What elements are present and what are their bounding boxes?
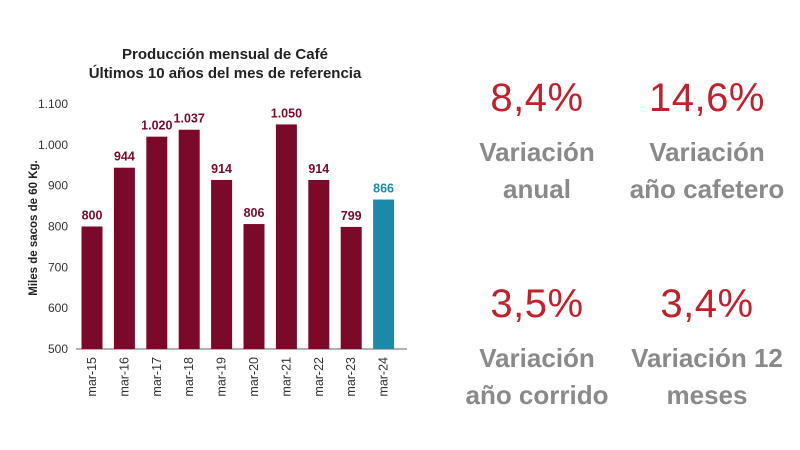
kpi-label: Variación 12 meses xyxy=(607,340,800,414)
y-axis-label: Miles de sacos de 60 Kg. xyxy=(28,160,40,296)
y-tick-label: 900 xyxy=(48,179,68,193)
bar-mar-19 xyxy=(211,179,233,349)
y-tick-label: 600 xyxy=(48,301,68,315)
kpi-label-line: año corrido xyxy=(465,380,609,410)
x-tick-label-mar-22: mar-22 xyxy=(312,357,326,397)
bar-mar-15 xyxy=(81,226,103,349)
bar-mar-18 xyxy=(178,129,200,349)
kpi-label-line: Variación xyxy=(479,343,595,373)
chart-title-line-1: Producción mensual de Café xyxy=(122,46,328,63)
bar-mar-16 xyxy=(113,167,135,349)
y-tick-label: 500 xyxy=(48,342,68,356)
kpi-label-line: Variación xyxy=(479,137,595,167)
kpi-value: 8,4% xyxy=(490,76,584,120)
y-tick-label: 800 xyxy=(48,220,68,234)
bar-mar-21 xyxy=(275,124,297,350)
kpi-label-line: Variación 12 xyxy=(631,343,783,373)
x-tick-label-mar-23: mar-23 xyxy=(344,357,358,397)
kpi-label: Variación año cafetero xyxy=(607,134,800,208)
y-tick-label: 1.100 xyxy=(38,97,68,111)
value-label-mar-19: 914 xyxy=(211,162,232,176)
bar-mar-23 xyxy=(340,226,362,349)
x-tick-label-mar-16: mar-16 xyxy=(117,357,131,397)
chart-title-line-2: Últimos 10 años del mes de referencia xyxy=(89,64,362,82)
kpi-value: 3,5% xyxy=(490,282,584,326)
kpi-value: 14,6% xyxy=(649,76,765,120)
value-label-mar-18: 1.037 xyxy=(174,112,205,126)
bar-mar-17 xyxy=(146,136,168,349)
kpi-label: Variación año corrido xyxy=(437,340,637,414)
x-tick-label-mar-21: mar-21 xyxy=(279,357,293,397)
kpi-label-line: Variación xyxy=(649,137,765,167)
x-tick-label-mar-17: mar-17 xyxy=(150,357,164,397)
y-tick-label: 700 xyxy=(48,260,68,274)
kpi-label-line: meses xyxy=(666,380,748,410)
kpi-year-to-date-variation: 3,5% Variación año corrido xyxy=(437,282,637,414)
x-tick-label-mar-20: mar-20 xyxy=(247,357,261,397)
value-label-mar-17: 1.020 xyxy=(141,119,172,133)
kpi-label-line: año cafetero xyxy=(629,174,785,204)
value-label-mar-21: 1.050 xyxy=(271,106,302,120)
value-label-mar-20: 806 xyxy=(244,206,265,220)
bar-mar-20 xyxy=(243,224,265,349)
kpi-label: Variación anual xyxy=(437,134,637,208)
value-label-mar-15: 800 xyxy=(82,209,103,223)
kpi-value: 3,4% xyxy=(660,282,754,326)
x-tick-label-mar-24: mar-24 xyxy=(377,357,391,397)
coffee-production-chart: Producción mensual de Café Últimos 10 añ… xyxy=(28,46,407,397)
x-tick-label-mar-15: mar-15 xyxy=(85,357,99,397)
kpi-label-line: anual xyxy=(503,174,571,204)
bar-mar-22 xyxy=(308,179,330,349)
value-label-mar-16: 944 xyxy=(114,150,135,164)
value-label-mar-23: 799 xyxy=(341,209,362,223)
bar-mar-24 xyxy=(373,199,395,349)
kpi-coffee-year-variation: 14,6% Variación año cafetero xyxy=(607,76,800,208)
value-label-mar-24: 866 xyxy=(373,182,394,196)
x-tick-label-mar-19: mar-19 xyxy=(215,357,229,397)
x-tick-label-mar-18: mar-18 xyxy=(182,357,196,397)
kpi-annual-variation: 8,4% Variación anual xyxy=(437,76,637,208)
value-label-mar-22: 914 xyxy=(308,162,329,176)
kpi-12-month-variation: 3,4% Variación 12 meses xyxy=(607,282,800,414)
y-tick-label: 1.000 xyxy=(38,138,68,152)
